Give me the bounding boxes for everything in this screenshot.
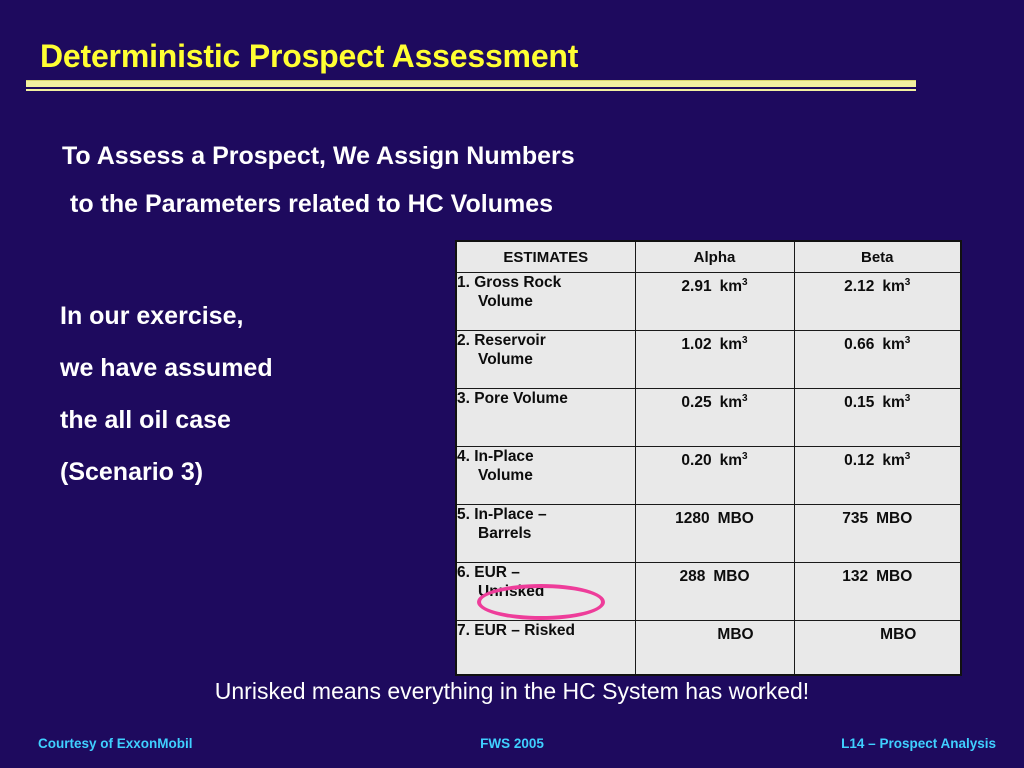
beta-unit: km3	[882, 393, 911, 412]
alpha-unit: km3	[719, 393, 748, 412]
row-label-continuation: Volume	[478, 293, 533, 310]
alpha-value-cell: 2.91 km3	[634, 272, 795, 331]
row-label-cell: 7. EUR – Risked	[455, 620, 636, 676]
beta-unit: km3	[882, 335, 911, 354]
beta-value-cell: MBO	[793, 620, 962, 676]
row-label-cell: 2. Reservoir Volume	[455, 330, 636, 389]
row-label-continuation: Volume	[478, 467, 533, 484]
table-row: 7. EUR – Risked MBO MBO	[455, 620, 962, 676]
alpha-unit: km3	[719, 335, 748, 354]
alpha-unit: MBO	[717, 626, 754, 644]
beta-value: 0.12	[844, 452, 875, 470]
beta-unit: km3	[882, 277, 911, 296]
alpha-value: 1.02	[681, 336, 712, 354]
table-row: 5. In-Place – Barrels 1280 MBO 735 MBO	[455, 504, 962, 563]
beta-value: 132	[842, 568, 869, 586]
beta-value: 2.12	[844, 278, 875, 296]
row-label: 2. Reservoir	[457, 332, 546, 349]
footer-event: FWS 2005	[480, 736, 544, 751]
column-header-estimates: ESTIMATES	[455, 240, 636, 273]
beta-value-cell: 0.15 km3	[793, 388, 962, 447]
subtitle-line-1: To Assess a Prospect, We Assign Numbers	[62, 142, 575, 170]
row-label: 7. EUR – Risked	[457, 622, 576, 639]
row-label-continuation: Unrisked	[478, 583, 545, 600]
page-title: Deterministic Prospect Assessment	[40, 38, 579, 74]
row-label-cell: 6. EUR – Unrisked	[455, 562, 636, 621]
title-underline-rule-thin	[26, 89, 916, 91]
body-text-block: In our exercise, we have assumed the all…	[60, 290, 273, 498]
estimates-table-wrapper: ESTIMATES Alpha Beta 1. Gross Rock Volum…	[455, 240, 962, 676]
row-label-cell: 5. In-Place – Barrels	[455, 504, 636, 563]
body-text-line-2: we have assumed	[60, 354, 273, 382]
alpha-unit: km3	[719, 451, 748, 470]
row-label-cell: 4. In-Place Volume	[455, 446, 636, 505]
alpha-value: 2.91	[681, 278, 712, 296]
table-row: 1. Gross Rock Volume 2.91 km3 2.12 km3	[455, 272, 962, 331]
row-label: 1. Gross Rock	[457, 274, 562, 291]
title-underline-rule	[26, 80, 916, 87]
row-label: 6. EUR –	[457, 564, 520, 581]
column-header-beta: Beta	[793, 240, 962, 273]
row-label: 4. In-Place	[457, 448, 534, 465]
alpha-value-cell: 0.20 km3	[634, 446, 795, 505]
column-header-alpha: Alpha	[634, 240, 795, 273]
alpha-value: 288	[679, 568, 706, 586]
footer-lecture: L14 – Prospect Analysis	[841, 736, 996, 751]
beta-value-cell: 735 MBO	[793, 504, 962, 563]
alpha-value-cell: MBO	[634, 620, 795, 676]
beta-value-cell: 132 MBO	[793, 562, 962, 621]
estimates-table: ESTIMATES Alpha Beta 1. Gross Rock Volum…	[455, 240, 962, 676]
alpha-value-cell: 1.02 km3	[634, 330, 795, 389]
subtitle-line-2: to the Parameters related to HC Volumes	[70, 190, 554, 218]
row-label-cell: 1. Gross Rock Volume	[455, 272, 636, 331]
footer-courtesy: Courtesy of ExxonMobil	[38, 736, 193, 751]
table-row: 6. EUR – Unrisked 288 MBO 132 MBO	[455, 562, 962, 621]
beta-value: 735	[842, 510, 869, 528]
row-label: 5. In-Place –	[457, 506, 547, 523]
beta-unit: MBO	[880, 626, 917, 644]
caption-text: Unrisked means everything in the HC Syst…	[214, 678, 810, 704]
body-text-line-1: In our exercise,	[60, 302, 244, 330]
alpha-value-cell: 1280 MBO	[634, 504, 795, 563]
row-label-cell: 3. Pore Volume	[455, 388, 636, 447]
table-row: 4. In-Place Volume 0.20 km3 0.12 km3	[455, 446, 962, 505]
alpha-value-cell: 0.25 km3	[634, 388, 795, 447]
row-label-continuation: Barrels	[478, 525, 532, 542]
alpha-value: 0.25	[681, 394, 712, 412]
table-row: 2. Reservoir Volume 1.02 km3 0.66 km3	[455, 330, 962, 389]
beta-value: 0.15	[844, 394, 875, 412]
subtitle-block: To Assess a Prospect, We Assign Numbers …	[62, 132, 575, 228]
slide-footer: Courtesy of ExxonMobil FWS 2005 L14 – Pr…	[0, 736, 1024, 758]
alpha-unit: MBO	[713, 568, 750, 586]
table-row: 3. Pore Volume 0.25 km3 0.15 km3	[455, 388, 962, 447]
alpha-unit: km3	[719, 277, 748, 296]
row-label-continuation: Volume	[478, 351, 533, 368]
row-label: 3. Pore Volume	[457, 390, 568, 407]
beta-value-cell: 0.66 km3	[793, 330, 962, 389]
body-text-line-3: the all oil case	[60, 406, 231, 434]
alpha-value-cell: 288 MBO	[634, 562, 795, 621]
beta-unit: MBO	[876, 510, 913, 528]
beta-unit: MBO	[876, 568, 913, 586]
body-text-line-4: (Scenario 3)	[60, 458, 204, 486]
alpha-value: 0.20	[681, 452, 712, 470]
beta-value-cell: 2.12 km3	[793, 272, 962, 331]
beta-value: 0.66	[844, 336, 875, 354]
alpha-unit: MBO	[717, 510, 754, 528]
beta-unit: km3	[882, 451, 911, 470]
table-header-row: ESTIMATES Alpha Beta	[455, 240, 962, 273]
alpha-value: 1280	[675, 510, 710, 528]
beta-value-cell: 0.12 km3	[793, 446, 962, 505]
